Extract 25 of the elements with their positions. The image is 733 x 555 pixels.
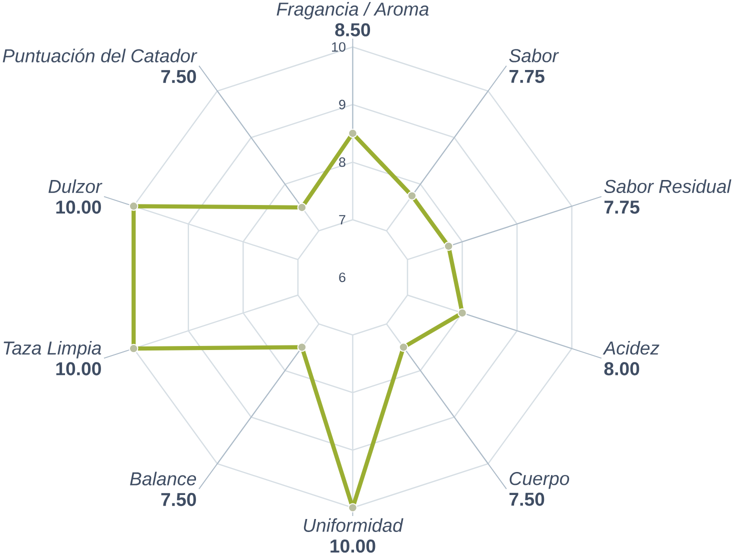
spoke-label: Cuerpo <box>510 472 570 489</box>
data-label: 7.75 <box>509 70 544 84</box>
data-label: 10.00 <box>330 540 376 553</box>
data-label: 7.50 <box>161 70 196 84</box>
data-label: 10.00 <box>56 200 101 214</box>
data-label: 7.50 <box>509 492 544 506</box>
y-tick-label: 6 <box>339 272 346 282</box>
data-label: 8.00 <box>604 362 640 376</box>
y-tick-label: 10 <box>332 42 346 52</box>
spoke-label: Acidez <box>602 341 660 355</box>
spoke-label: Fragancia / Aroma <box>276 2 429 20</box>
y-tick-label: 7 <box>339 215 346 225</box>
spoke-label: Puntuación del Catador <box>2 48 198 63</box>
spoke-label: Taza Limpia <box>4 341 102 358</box>
y-tick-label: 9 <box>339 100 346 110</box>
spoke-label: Balance <box>130 472 196 486</box>
data-label: 10.00 <box>56 362 101 376</box>
y-tick-label: 8 <box>339 158 346 168</box>
spoke-label: Dulzor <box>48 180 102 194</box>
data-label: 8.50 <box>335 23 370 37</box>
spoke-label: Uniformidad <box>304 518 404 532</box>
spoke-label: Sabor Residual <box>604 180 732 194</box>
data-label: 7.50 <box>161 493 196 506</box>
spoke-label: Sabor <box>509 48 559 62</box>
data-label: 7.75 <box>604 200 640 214</box>
